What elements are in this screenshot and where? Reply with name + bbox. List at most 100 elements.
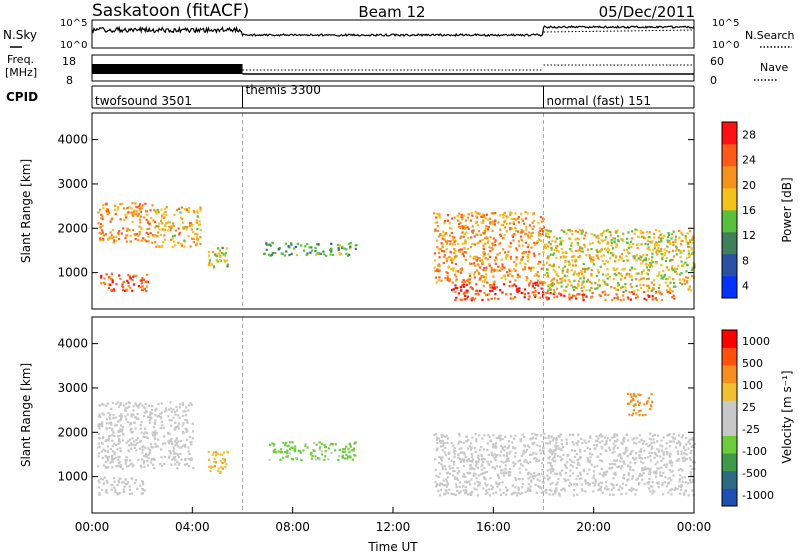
echo-point xyxy=(558,281,561,285)
echo-point xyxy=(635,478,638,481)
echo-point xyxy=(524,450,527,454)
echo-point xyxy=(508,268,511,271)
echo-point xyxy=(575,484,578,487)
echo-point xyxy=(518,478,521,481)
echo-point xyxy=(223,259,226,262)
echo-point xyxy=(467,458,470,461)
echo-point xyxy=(121,439,125,442)
echo-point xyxy=(688,479,691,482)
echo-point xyxy=(559,471,562,474)
echo-point xyxy=(487,293,490,296)
echo-point xyxy=(214,253,217,256)
echo-point xyxy=(563,274,566,277)
echo-point xyxy=(492,283,496,286)
echo-point xyxy=(677,434,681,437)
echo-point xyxy=(474,473,477,476)
echo-point xyxy=(538,296,541,299)
echo-point xyxy=(688,286,691,289)
echo-point xyxy=(456,489,459,493)
echo-point xyxy=(497,265,500,268)
echo-point xyxy=(632,255,635,258)
echo-point xyxy=(607,273,610,276)
echo-point xyxy=(661,258,664,261)
echo-point xyxy=(539,229,542,232)
echo-point xyxy=(508,452,511,455)
echo-point xyxy=(541,469,544,472)
echo-point xyxy=(165,409,168,412)
echo-point xyxy=(538,238,541,241)
echo-point xyxy=(435,438,439,441)
echo-point xyxy=(517,491,520,494)
echo-point xyxy=(566,461,569,464)
echo-point xyxy=(443,492,446,495)
echo-point xyxy=(551,239,554,242)
echo-point xyxy=(660,293,663,296)
echo-point xyxy=(499,437,502,440)
echo-point xyxy=(144,431,147,434)
echo-point xyxy=(520,235,523,238)
velocity-colorbar-cell xyxy=(722,470,737,489)
echo-point xyxy=(515,247,518,250)
echo-point xyxy=(163,238,167,241)
echo-point xyxy=(311,249,314,252)
echo-point xyxy=(550,248,553,251)
echo-point xyxy=(436,212,439,215)
echo-point xyxy=(304,444,307,447)
echo-point xyxy=(217,467,220,470)
echo-point xyxy=(655,241,658,244)
echo-point xyxy=(552,268,555,271)
echo-point xyxy=(640,262,643,265)
echo-point xyxy=(501,268,504,271)
echo-point xyxy=(611,247,615,250)
echo-point xyxy=(455,275,458,278)
echo-point xyxy=(337,248,340,252)
echo-point xyxy=(147,221,150,224)
echo-point xyxy=(658,250,661,253)
echo-point xyxy=(126,420,129,424)
echo-point xyxy=(636,400,640,403)
echo-point xyxy=(154,419,157,422)
echo-point xyxy=(116,483,119,487)
echo-point xyxy=(196,211,199,214)
echo-point xyxy=(132,275,135,278)
echo-point xyxy=(154,430,157,433)
echo-point xyxy=(208,254,211,257)
echo-point xyxy=(145,409,148,412)
echo-point xyxy=(530,280,533,283)
echo-point xyxy=(579,450,582,453)
echo-point xyxy=(107,412,110,415)
echo-point xyxy=(614,256,618,259)
echo-point xyxy=(596,455,600,458)
echo-point xyxy=(573,483,576,486)
echo-point xyxy=(689,459,692,462)
echo-point xyxy=(135,404,138,407)
echo-point xyxy=(566,275,569,278)
echo-point xyxy=(601,291,604,294)
echo-point xyxy=(585,231,588,234)
echo-point xyxy=(480,465,483,468)
echo-point xyxy=(646,456,649,459)
echo-point xyxy=(646,239,649,243)
echo-point xyxy=(574,230,577,233)
echo-point xyxy=(625,289,628,292)
echo-point xyxy=(517,477,520,480)
echo-point xyxy=(688,254,691,257)
echo-point xyxy=(483,251,486,254)
echo-point xyxy=(143,415,146,418)
echo-point xyxy=(561,276,564,279)
echo-point xyxy=(618,255,622,258)
echo-point xyxy=(495,269,498,272)
echo-point xyxy=(644,242,647,245)
echo-point xyxy=(128,438,131,441)
echo-point xyxy=(111,458,114,462)
echo-point xyxy=(641,467,644,470)
echo-point xyxy=(445,472,449,475)
echo-point xyxy=(302,449,305,452)
echo-point xyxy=(628,489,631,492)
echo-point xyxy=(439,482,442,485)
echo-point xyxy=(645,402,649,405)
echo-point xyxy=(630,286,633,289)
echo-point xyxy=(660,238,663,241)
echo-point xyxy=(220,251,224,255)
echo-point xyxy=(689,438,693,441)
